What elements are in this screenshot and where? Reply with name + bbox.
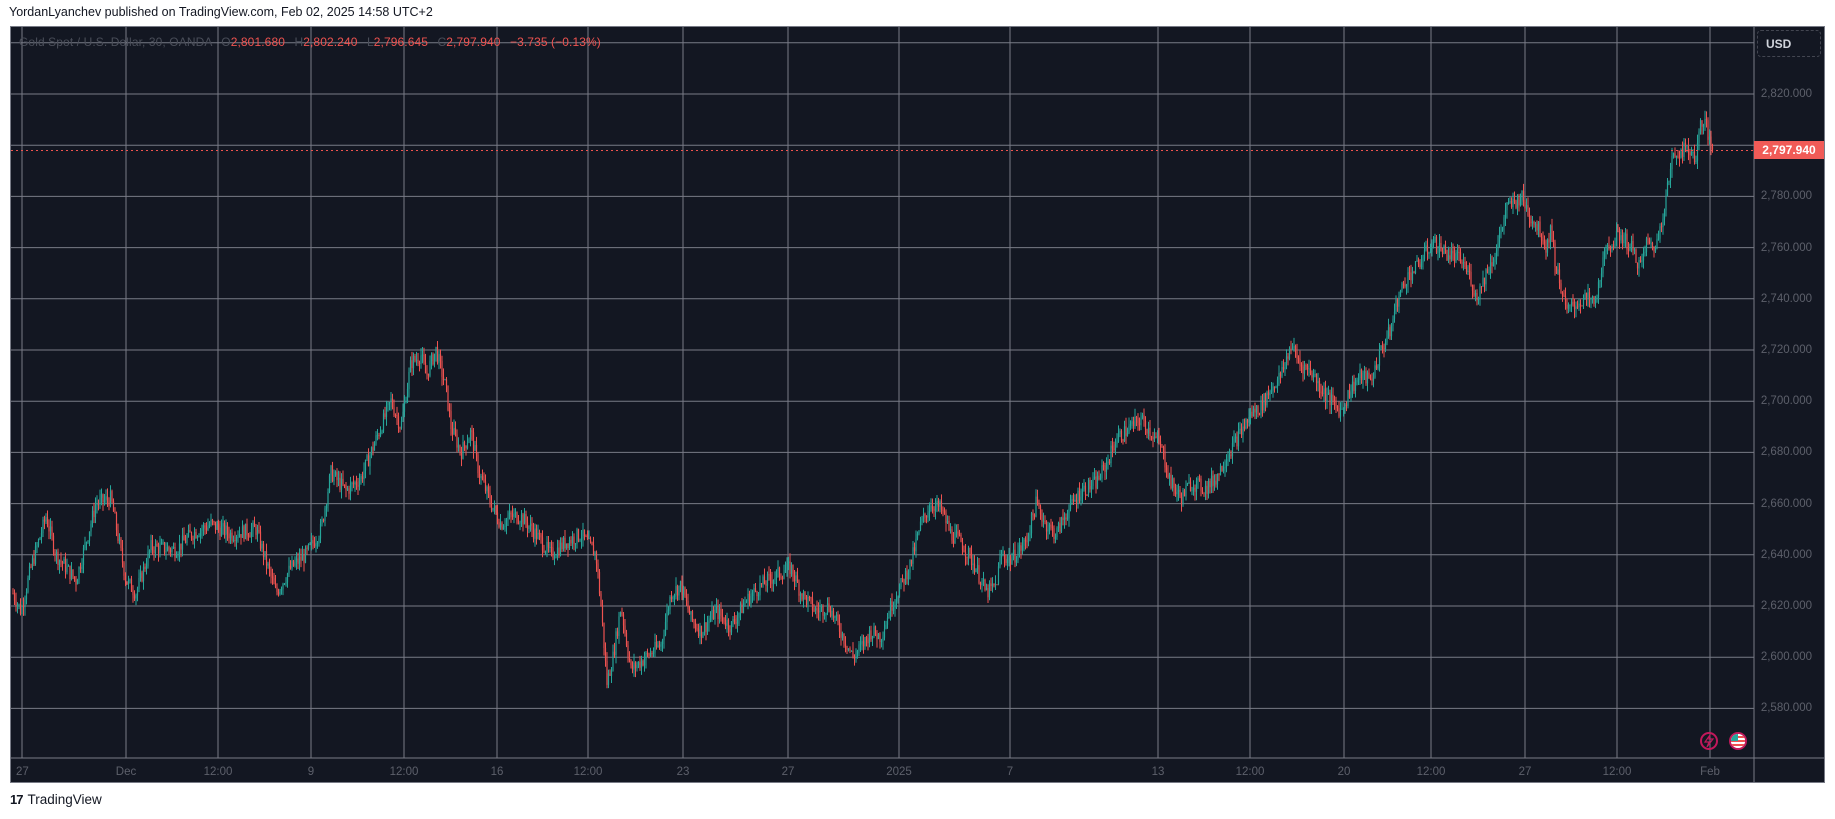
price-tick-label: 2,720.000 — [1760, 344, 1812, 356]
time-tick-label: 7 — [1006, 766, 1014, 778]
published-info: YordanLyanchev published on TradingView.… — [9, 5, 433, 19]
lightning-event-icon[interactable] — [1700, 732, 1718, 750]
close-value: 2,797.940 — [446, 35, 501, 49]
price-tick-label: 2,820.000 — [1760, 88, 1812, 100]
time-tick-label: 27 — [16, 766, 29, 778]
time-tick-label: 16 — [490, 766, 504, 778]
time-tick-label: 12:00 — [389, 766, 419, 778]
price-tick-label: 2,600.000 — [1760, 651, 1812, 664]
price-tick-label: 2,620.000 — [1760, 600, 1812, 612]
price-tick-label: 2,740.000 — [1760, 292, 1812, 305]
price-tick-label: 2,580.000 — [1760, 702, 1812, 715]
chart-pane[interactable]: Gold Spot / U.S. Dollar, 30, OANDA O2,80… — [10, 26, 1825, 783]
time-tick-label: 2025 — [886, 766, 912, 778]
time-tick-label: 12:00 — [1602, 766, 1632, 778]
low-label: L — [366, 35, 374, 49]
us-flag-event-icon[interactable] — [1729, 732, 1747, 750]
price-tick-label: 2,680.000 — [1760, 446, 1812, 459]
time-tick-label: 12:00 — [1416, 766, 1446, 778]
high-value: 2,802.240 — [303, 35, 358, 49]
open-label: O — [221, 35, 231, 49]
time-tick-label: Dec — [115, 766, 137, 778]
footer-branding: 17 TradingView — [10, 792, 102, 807]
time-tick-label: 12:00 — [573, 766, 603, 778]
price-tick-label: 2,780.000 — [1760, 190, 1812, 203]
brand-name: TradingView — [27, 792, 102, 807]
price-tick-label: 2,640.000 — [1760, 548, 1812, 561]
time-tick-label: Feb — [1700, 766, 1720, 778]
change-value: −3.735 (−0.13%) — [509, 35, 601, 49]
last-price-label: 2,797.940 — [1754, 141, 1824, 159]
price-tick-label: 2,660.000 — [1760, 497, 1812, 510]
time-tick-label: 20 — [1337, 766, 1351, 778]
time-tick-label: 12:00 — [203, 766, 233, 778]
time-tick-label: 9 — [307, 766, 315, 778]
symbol-title[interactable]: Gold Spot / U.S. Dollar, 30, OANDA — [19, 35, 212, 49]
candlestick-chart[interactable] — [11, 27, 1825, 783]
high-label: H — [294, 35, 304, 49]
time-tick-label: 13 — [1151, 766, 1165, 778]
time-tick-label: 23 — [676, 766, 690, 778]
open-value: 2,801.680 — [230, 35, 285, 49]
currency-button[interactable]: USD — [1757, 30, 1821, 57]
time-tick-label: 27 — [781, 766, 795, 778]
symbol-legend: Gold Spot / U.S. Dollar, 30, OANDA O2,80… — [19, 35, 601, 49]
time-tick-label: 12:00 — [1235, 766, 1265, 778]
price-tick-label: 2,700.000 — [1760, 395, 1812, 408]
tradingview-logo-icon: 17 — [10, 792, 24, 807]
close-label: C — [437, 35, 447, 49]
time-tick-label: 27 — [1518, 766, 1532, 778]
price-tick-label: 2,760.000 — [1760, 241, 1812, 254]
low-value: 2,796.645 — [373, 35, 429, 49]
